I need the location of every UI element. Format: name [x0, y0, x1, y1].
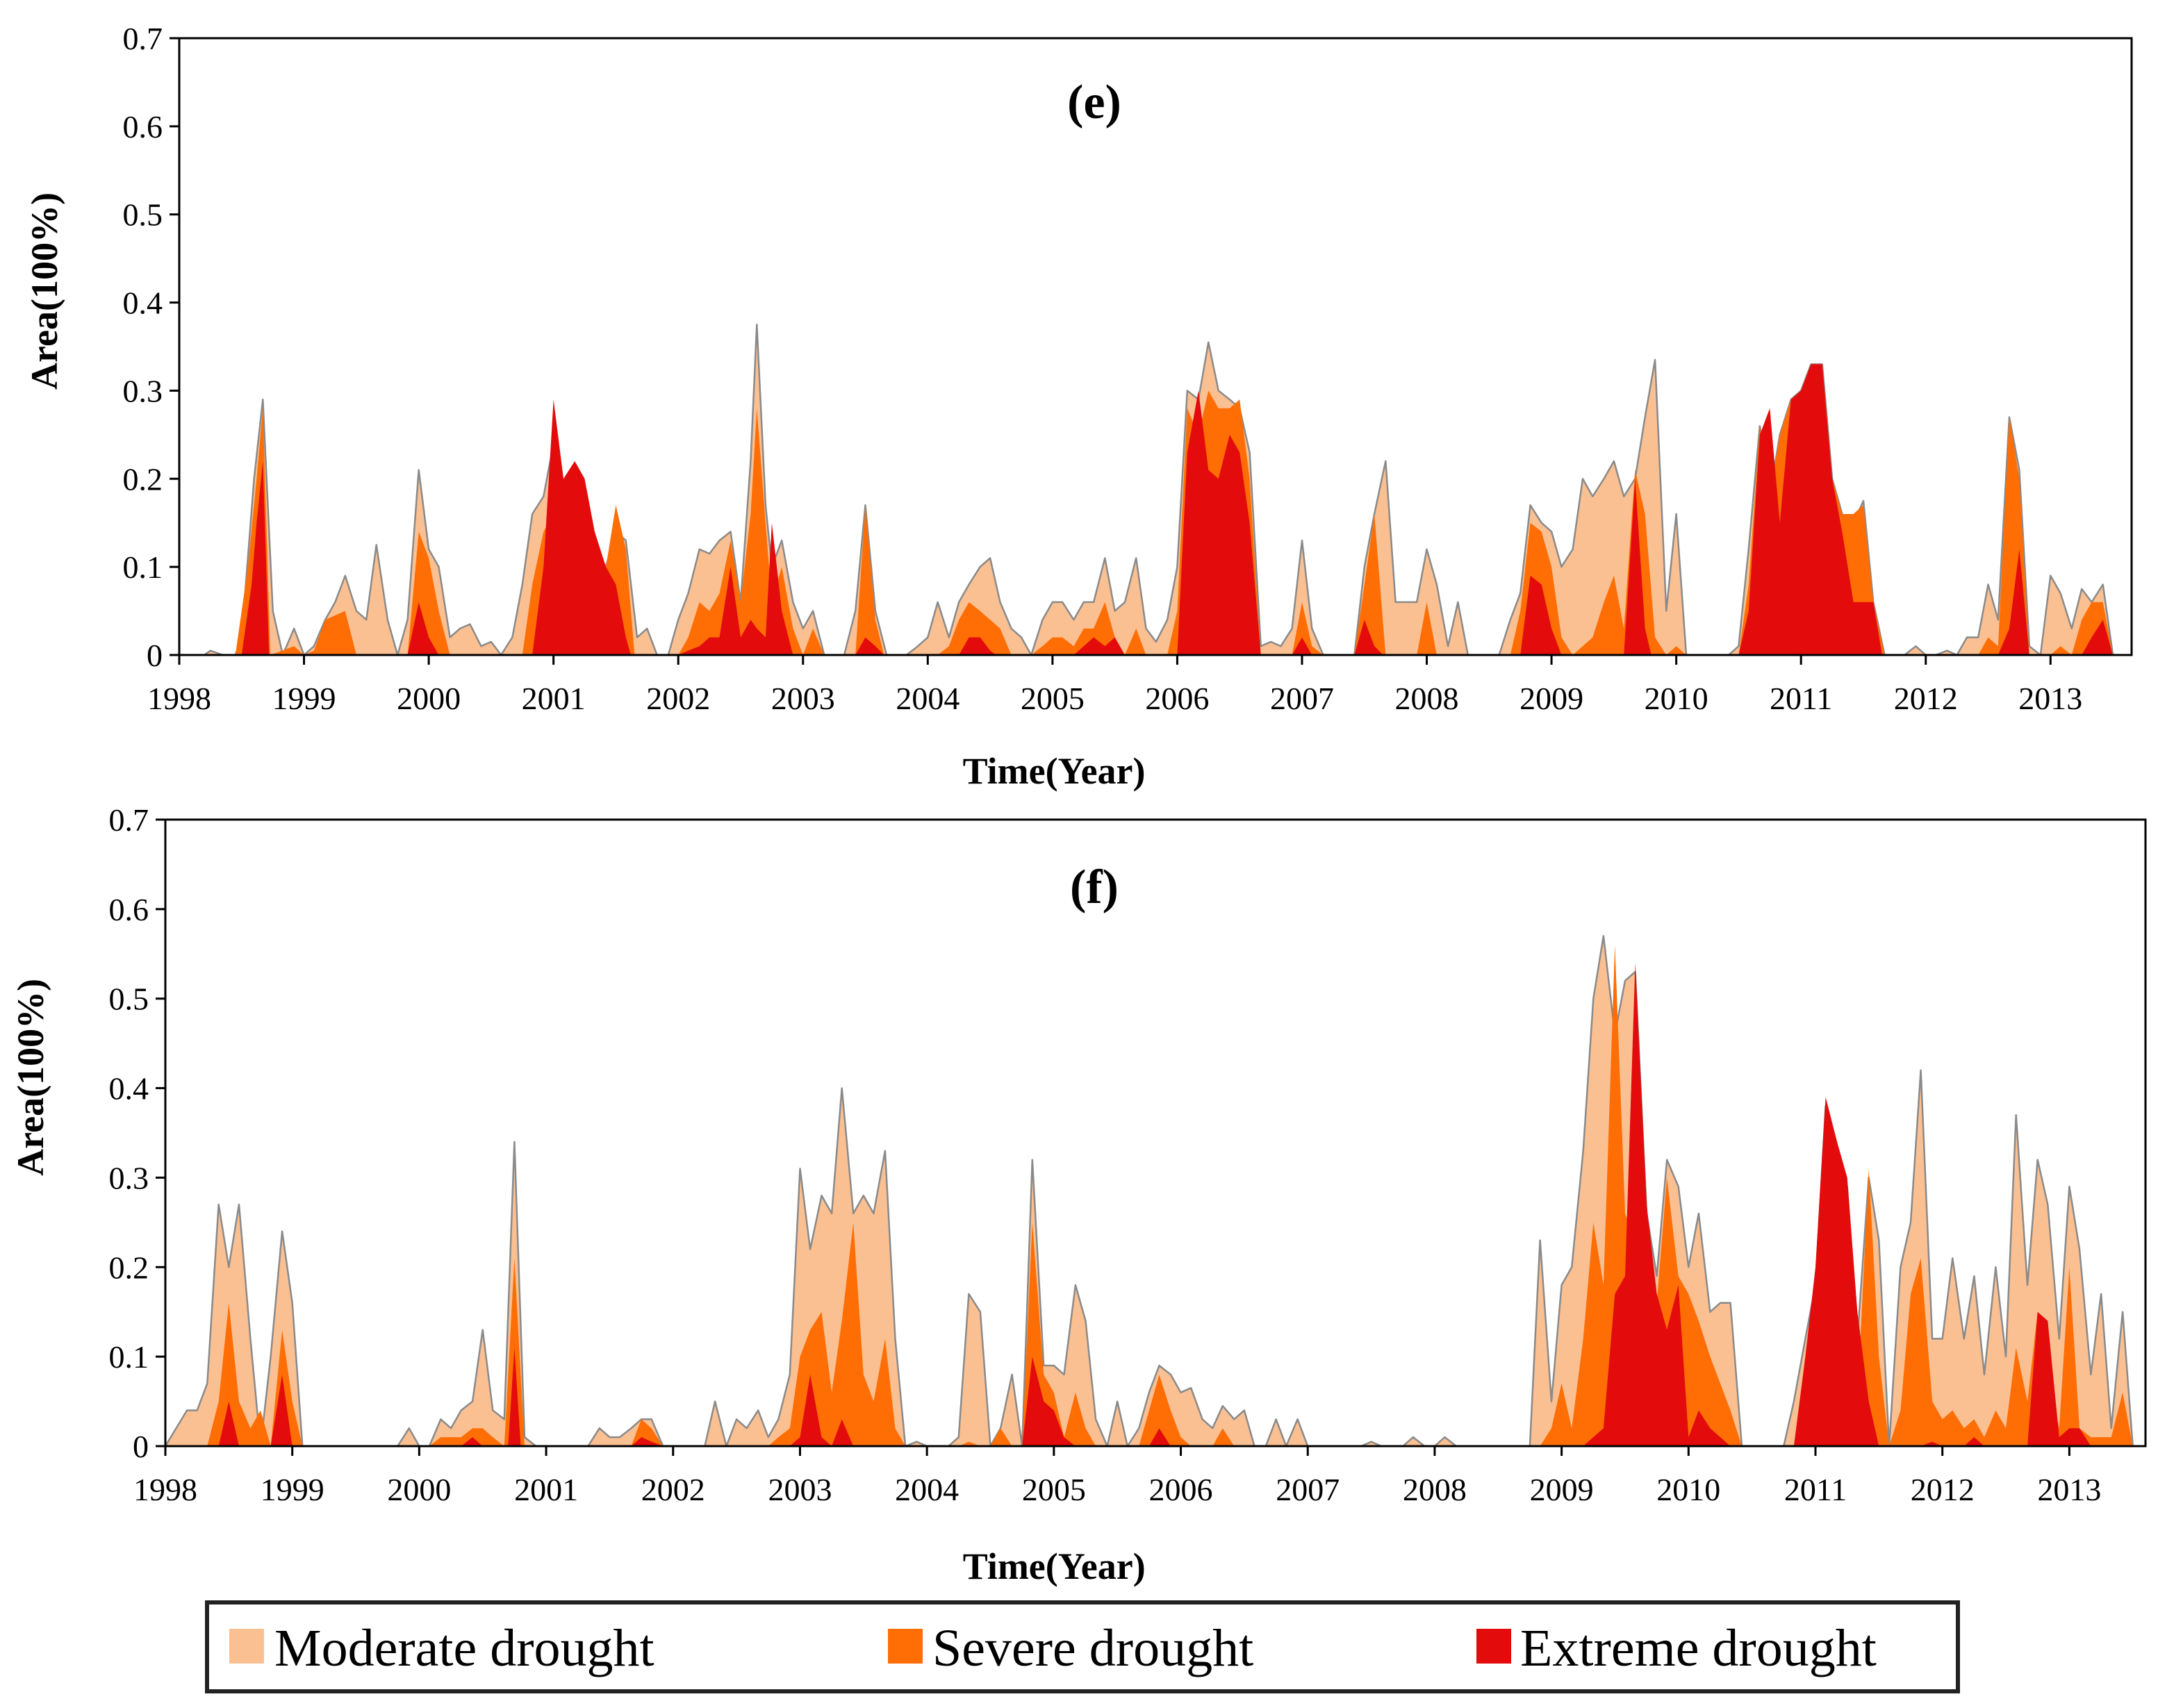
x-tick-label-f-7: 2005 — [1022, 1472, 1086, 1507]
panel-f: 0 0.1 0.2 0.3 0.4 0.5 0.6 0.7 1998 1999 2000 2001 20… — [10, 802, 2147, 1587]
x-tick-label-f-4: 2002 — [641, 1472, 705, 1507]
y-tick-label-e-2: 0.2 — [123, 461, 163, 497]
y-tick-label-f-3: 0.3 — [109, 1160, 149, 1195]
x-tick-label-e-0: 1998 — [147, 681, 211, 716]
x-tick-label-e-15: 2013 — [2018, 681, 2082, 716]
y-tick-label-e-1: 0.1 — [123, 549, 163, 585]
x-tick-label-f-0: 1998 — [133, 1472, 197, 1507]
panel-title-f: (f) — [1070, 861, 1119, 914]
x-tick-label-e-3: 2001 — [522, 681, 586, 716]
x-tick-label-e-4: 2002 — [646, 681, 710, 716]
x-tick-label-f-9: 2007 — [1276, 1472, 1340, 1507]
y-tick-label-e-5: 0.5 — [123, 197, 163, 233]
y-tick-label-f-2: 0.2 — [109, 1250, 149, 1285]
y-tick-label-f-0: 0 — [133, 1429, 149, 1464]
panel-e: 0 0.1 0.2 0.3 0.4 0.5 0.6 0.7 1998 1999 2000 2001 20… — [24, 21, 2133, 792]
x-tick-label-f-3: 2001 — [514, 1472, 578, 1507]
legend-box — [205, 1600, 1960, 1693]
x-tick-label-f-13: 2011 — [1784, 1472, 1847, 1507]
plot-frame-e — [178, 37, 2133, 656]
legend: Moderate drought Severe drought Extreme … — [205, 1600, 1960, 1693]
legend-swatch-moderate — [229, 1629, 264, 1664]
x-tick-label-f-5: 2003 — [768, 1472, 832, 1507]
axes-e: 0 0.1 0.2 0.3 0.4 0.5 0.6 0.7 1998 1999 2000 2001 20… — [123, 21, 2083, 716]
x-tick-label-e-11: 2009 — [1519, 681, 1583, 716]
y-tick-label-e-3: 0.3 — [123, 373, 163, 408]
x-tick-label-e-9: 2007 — [1270, 681, 1334, 716]
area-series-extreme-f — [218, 963, 2102, 1446]
x-tick-label-e-2: 2000 — [397, 681, 461, 716]
x-tick-label-e-10: 2008 — [1395, 681, 1459, 716]
x-tick-label-e-14: 2012 — [1894, 681, 1958, 716]
x-tick-label-f-10: 2008 — [1403, 1472, 1467, 1507]
axes-f: 0 0.1 0.2 0.3 0.4 0.5 0.6 0.7 1998 1999 2000 2001 20… — [109, 802, 2102, 1507]
area-series-severe-e — [235, 364, 2114, 655]
x-tick-label-f-1: 1999 — [261, 1472, 324, 1507]
y-tick-label-e-7: 0.7 — [123, 21, 163, 56]
y-tick-label-f-7: 0.7 — [109, 802, 149, 838]
x-axis-title-f: Time(Year) — [963, 1545, 1146, 1587]
x-tick-label-e-7: 2005 — [1021, 681, 1085, 716]
x-tick-label-f-15: 2013 — [2037, 1472, 2101, 1507]
y-axis-title-e: Area(100%) — [24, 192, 65, 390]
y-tick-label-f-6: 0.6 — [109, 892, 149, 927]
y-axis-title-f: Area(100%) — [10, 979, 51, 1176]
x-tick-label-e-6: 2004 — [896, 681, 959, 716]
x-tick-label-f-2: 2000 — [387, 1472, 451, 1507]
plot-frame-f — [164, 818, 2147, 1448]
x-tick-label-e-8: 2006 — [1145, 681, 1209, 716]
panel-title-e: (e) — [1067, 76, 1121, 129]
x-axis-title-e: Time(Year) — [963, 750, 1146, 792]
y-tick-label-e-0: 0 — [147, 638, 163, 673]
legend-label-severe: Severe drought — [932, 1619, 1253, 1677]
x-tick-label-f-8: 2006 — [1149, 1472, 1213, 1507]
y-tick-label-f-1: 0.1 — [109, 1339, 149, 1375]
x-tick-label-f-12: 2010 — [1656, 1472, 1720, 1507]
y-tick-label-e-4: 0.4 — [123, 285, 163, 321]
y-tick-label-f-4: 0.4 — [109, 1071, 149, 1106]
x-tick-label-e-1: 1999 — [272, 681, 336, 716]
x-tick-label-e-12: 2010 — [1645, 681, 1708, 716]
x-tick-label-e-13: 2011 — [1770, 681, 1832, 716]
legend-swatch-severe — [888, 1629, 923, 1664]
y-tick-label-f-5: 0.5 — [109, 981, 149, 1017]
y-tick-label-e-6: 0.6 — [123, 109, 163, 144]
x-tick-label-f-14: 2012 — [1911, 1472, 1975, 1507]
legend-swatch-extreme — [1476, 1629, 1511, 1664]
x-tick-label-e-5: 2003 — [771, 681, 835, 716]
legend-label-moderate: Moderate drought — [274, 1619, 654, 1677]
legend-label-extreme: Extreme drought — [1520, 1619, 1877, 1677]
series-group-e — [203, 324, 2114, 656]
x-tick-label-f-6: 2004 — [895, 1472, 959, 1507]
x-tick-label-f-11: 2009 — [1530, 1472, 1594, 1507]
